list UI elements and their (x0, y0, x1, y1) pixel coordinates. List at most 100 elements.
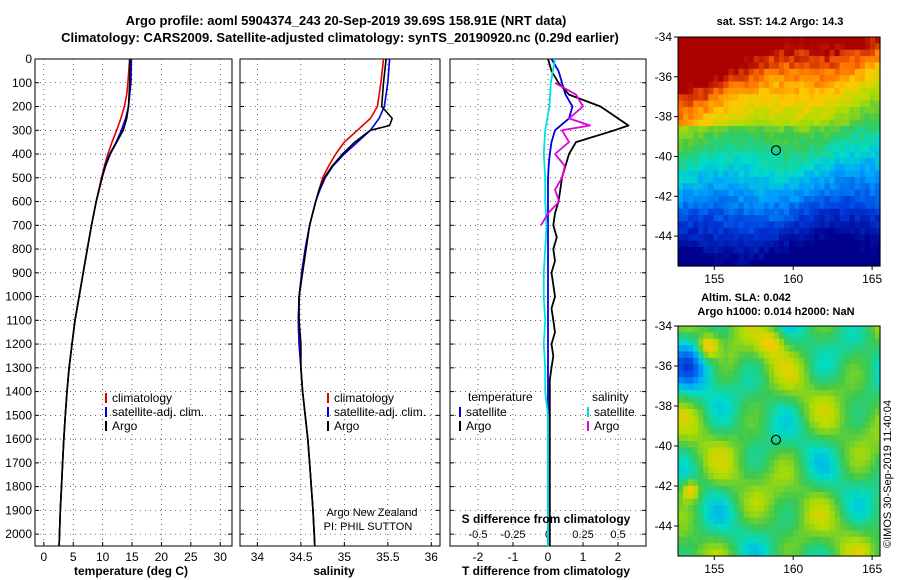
map-cell (844, 100, 851, 108)
map-cell (824, 208, 831, 216)
map-cell (824, 338, 831, 346)
map-cell (849, 409, 856, 417)
map-cell (864, 370, 871, 378)
map-cell (718, 485, 725, 493)
map-cell (834, 75, 841, 83)
map-cell (849, 221, 856, 229)
map-cell (829, 176, 836, 184)
map-cell (748, 485, 755, 493)
map-cell (753, 126, 760, 134)
map-cell (708, 364, 714, 372)
map-cell (733, 332, 740, 340)
map-cell (683, 421, 689, 429)
map-cell (703, 132, 709, 140)
map-cell (708, 145, 714, 153)
map-cell (779, 530, 785, 538)
depth-tick-label: 200 (12, 100, 32, 114)
map-cell (708, 466, 714, 474)
map-cell (723, 189, 730, 197)
map-cell (779, 94, 785, 102)
map-cell (874, 157, 881, 165)
map-cell (738, 176, 745, 184)
map-cell (839, 234, 846, 242)
map-frame (677, 325, 881, 557)
map-cell (698, 409, 704, 417)
map-cell (693, 549, 699, 557)
map-cell (753, 87, 760, 95)
map-cell (743, 421, 750, 429)
map-cell (819, 402, 826, 410)
map-cell (768, 447, 775, 455)
map-cell (839, 409, 846, 417)
map-cell (789, 132, 795, 140)
map-cell (779, 524, 785, 532)
map-cell (804, 119, 810, 127)
map-cell (738, 415, 745, 423)
map-cell (718, 409, 725, 417)
map-cell (718, 253, 725, 261)
map-cell (683, 164, 689, 172)
map-cell (814, 364, 820, 372)
map-cell (829, 253, 836, 261)
map-cell (784, 164, 790, 172)
map-cell (834, 106, 841, 114)
map-cell (733, 396, 740, 404)
map-cell (713, 530, 719, 538)
map-cell (869, 81, 876, 89)
map-cell (784, 466, 790, 474)
map-cell (688, 472, 694, 480)
map-cell (693, 345, 699, 353)
map-cell (758, 332, 765, 340)
map-cell (824, 498, 831, 506)
map-cell (784, 389, 790, 397)
map-cell (728, 157, 735, 165)
map-cell (763, 62, 770, 70)
map-cell (708, 517, 714, 525)
map-cell (713, 485, 719, 493)
map-cell (799, 246, 805, 254)
map-cell (678, 132, 684, 140)
map-cell (758, 345, 765, 353)
map-cell (814, 145, 820, 153)
map-cell (758, 536, 765, 544)
map-cell (758, 119, 765, 127)
map-cell (758, 460, 765, 468)
map-cell (718, 402, 725, 410)
map-cell (844, 517, 851, 525)
map-cell (713, 113, 719, 121)
map-cell (854, 246, 861, 254)
map-cell (834, 196, 841, 203)
map-cell (723, 100, 730, 108)
map-cell (814, 402, 820, 410)
map-cell (779, 208, 785, 216)
map-cell (779, 81, 785, 89)
map-cell (703, 377, 709, 385)
map-cell (859, 415, 866, 423)
map-cell (753, 106, 760, 114)
map-cell (799, 164, 805, 172)
map-cell (799, 221, 805, 229)
map-cell (849, 472, 856, 480)
map-cell (859, 119, 866, 127)
map-cell (703, 383, 709, 391)
map-cell (859, 259, 866, 267)
map-cell (728, 221, 735, 229)
map-cell (743, 549, 750, 557)
map-cell (718, 351, 725, 359)
map-cell (799, 68, 805, 76)
map-cell (779, 326, 785, 333)
map-cell (768, 472, 775, 480)
map-cell (844, 215, 851, 223)
map-cell (773, 479, 780, 487)
depth-tick-label: 800 (12, 242, 32, 256)
map-cell (784, 536, 790, 544)
map-cell (799, 396, 805, 404)
map-cell (824, 357, 831, 365)
map-cell (758, 504, 765, 512)
map-cell (804, 370, 810, 378)
map-cell (743, 49, 750, 57)
map-cell (809, 138, 815, 146)
map-cell (864, 100, 871, 108)
map-cell (738, 460, 745, 468)
map-cell (849, 56, 856, 64)
